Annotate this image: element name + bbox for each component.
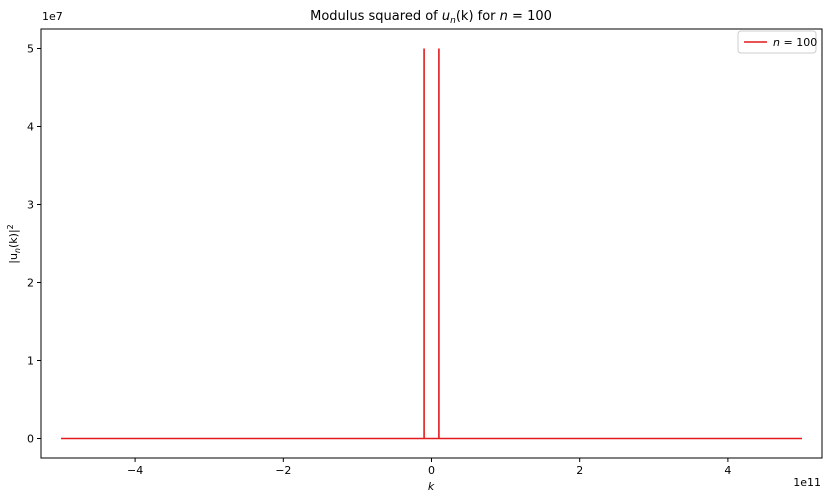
x-tick-label: 2 xyxy=(576,464,583,477)
y-tick-label: 5 xyxy=(27,43,34,56)
y-tick-label: 0 xyxy=(27,433,34,446)
y-axis-label: |un(k)|2 xyxy=(6,224,22,264)
y-tick-label: 3 xyxy=(27,199,34,212)
legend-box xyxy=(737,30,817,54)
x-axis-label: k xyxy=(428,480,435,493)
y-offset-label: 1e7 xyxy=(42,10,63,23)
x-tick-label: 4 xyxy=(724,464,731,477)
series-line-0 xyxy=(61,48,802,440)
chart-title: Modulus squared of un(k) for n = 100 xyxy=(310,9,552,26)
y-tick-label: 4 xyxy=(27,121,34,134)
x-tick-label: −4 xyxy=(127,464,143,477)
x-tick-label: 0 xyxy=(428,464,435,477)
y-tick-label: 2 xyxy=(27,277,34,290)
x-tick-label: −2 xyxy=(275,464,291,477)
legend: n = 100 xyxy=(737,30,817,54)
axes-frame xyxy=(40,28,823,459)
plot-area xyxy=(61,48,802,440)
y-tick-label: 1 xyxy=(27,355,34,368)
x-offset-label: 1e11 xyxy=(793,476,821,489)
legend-label-n100: n = 100 xyxy=(773,36,817,49)
ticks: −4 −2 0 2 4 0 1 2 3 4 5 xyxy=(27,43,731,478)
